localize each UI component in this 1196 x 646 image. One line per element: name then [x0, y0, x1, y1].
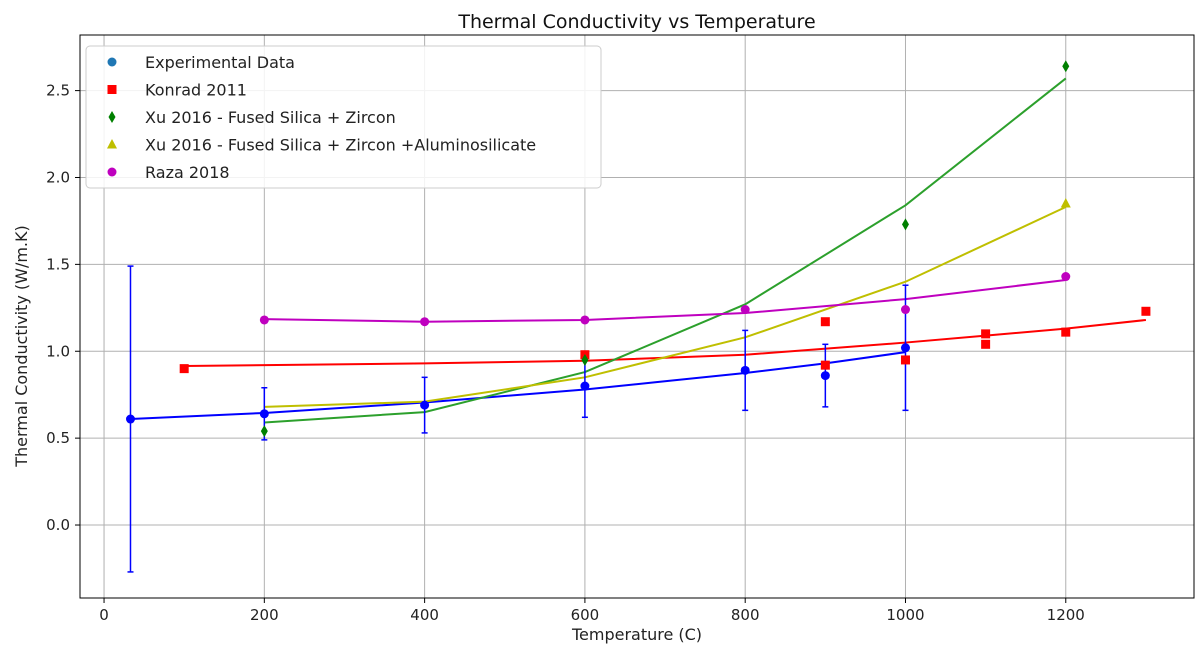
chart-title: Thermal Conductivity vs Temperature [457, 11, 815, 33]
data-point [1141, 306, 1151, 316]
x-tick-label: 1000 [886, 606, 924, 624]
y-tick-label: 2.0 [46, 168, 70, 186]
data-point [900, 305, 910, 315]
y-tick-label: 1.0 [46, 342, 70, 360]
data-point [420, 400, 430, 410]
fit-line [264, 77, 1067, 424]
data-point [1061, 327, 1071, 337]
legend-label: Xu 2016 - Fused Silica + Zircon [145, 108, 396, 127]
data-point [1060, 198, 1071, 208]
data-point [820, 371, 830, 381]
fit-line [264, 279, 1066, 323]
data-point [581, 353, 589, 366]
data-point [981, 329, 991, 339]
data-point [820, 317, 830, 327]
x-tick-label: 0 [99, 606, 109, 624]
x-tick-label: 800 [731, 606, 760, 624]
y-tick-label: 2.5 [46, 82, 70, 100]
data-point [259, 409, 269, 419]
data-point [820, 360, 830, 370]
legend-label: Raza 2018 [145, 163, 230, 182]
legend-marker [108, 111, 116, 123]
legend-label: Experimental Data [145, 53, 295, 72]
data-point [580, 315, 590, 325]
legend-label: Konrad 2011 [145, 81, 247, 100]
y-axis-label: Thermal Conductivity (W/m.K) [12, 225, 31, 468]
legend-label: Xu 2016 - Fused Silica + Zircon +Alumino… [145, 136, 536, 155]
y-tick-label: 0.5 [46, 429, 70, 447]
data-point [420, 317, 430, 327]
axes [75, 34, 1195, 603]
legend: Experimental Data Konrad 2011 Xu 2016 - Fu… [85, 45, 602, 189]
data-point [1061, 272, 1071, 282]
plot-frame [79, 34, 1195, 599]
legend-marker [107, 167, 117, 177]
x-tick-label: 600 [571, 606, 600, 624]
tick-labels: 0 200 400 600 800 1000 1200 0.0 0.5 1.0 1.5 2.0 2.5 [46, 82, 1085, 624]
y-tick-label: 0.0 [46, 516, 70, 534]
data-point [259, 315, 269, 325]
fit-line [184, 318, 1147, 368]
x-tick-label: 1200 [1047, 606, 1085, 624]
legend-marker [107, 57, 117, 67]
data-point [1062, 60, 1070, 73]
x-axis-label: Temperature (C) [571, 625, 702, 644]
legend-box [85, 45, 602, 189]
data-point [901, 218, 909, 231]
legend-marker [107, 139, 117, 149]
data-point [125, 414, 135, 424]
y-tick-label: 1.5 [46, 255, 70, 273]
x-tick-label: 400 [410, 606, 439, 624]
data-point [179, 364, 189, 374]
x-tick-label: 200 [250, 606, 279, 624]
data-series [125, 60, 1151, 573]
data-point [260, 425, 268, 438]
data-point [580, 381, 590, 391]
legend-marker [107, 85, 117, 94]
data-point [740, 365, 750, 375]
data-point [981, 339, 991, 349]
fit-line [264, 206, 1067, 408]
data-point [900, 355, 910, 365]
data-point [900, 343, 910, 353]
data-point [740, 305, 750, 315]
